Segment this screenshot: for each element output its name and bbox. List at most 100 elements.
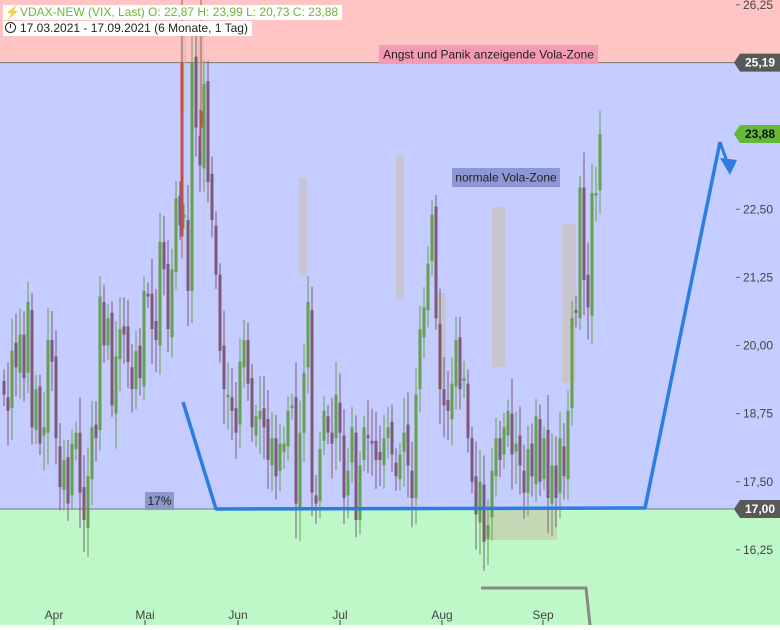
candle: [486, 499, 490, 566]
candle: [582, 152, 586, 316]
candle-body: [22, 334, 26, 379]
candle: [242, 319, 246, 388]
candle-body: [222, 345, 226, 390]
candle: [446, 370, 450, 441]
candle-body: [358, 465, 362, 520]
candle-body: [374, 440, 378, 460]
highlight-box: [438, 293, 446, 388]
normal-zone: [0, 62, 780, 510]
candle-body: [414, 394, 418, 499]
candle-body: [170, 269, 174, 338]
candle-body: [180, 62, 184, 237]
x-tick-label: Apr: [45, 608, 64, 622]
candle: [142, 276, 146, 401]
candle: [42, 392, 46, 471]
candle: [178, 181, 182, 240]
candle: [286, 396, 290, 461]
highlight-box: [299, 178, 307, 275]
candle: [326, 404, 330, 445]
candle-body: [522, 470, 526, 493]
normal-zone-label-text: normale Vola-Zone: [455, 171, 557, 185]
candle-body: [306, 301, 310, 368]
candle: [14, 313, 18, 397]
candle-body: [166, 263, 170, 330]
candle-body: [478, 481, 482, 523]
candle-body: [234, 408, 238, 433]
candle: [334, 362, 338, 471]
candle-body: [422, 307, 426, 338]
period-header: 17.03.2021 - 17.09.2021 (6 Monate, 1 Tag…: [3, 21, 252, 36]
percent-label-bg: [145, 492, 174, 510]
candle: [74, 421, 78, 461]
candle-body: [442, 389, 446, 406]
candle: [466, 369, 470, 453]
y-tick-label: 17,50: [743, 475, 773, 489]
y-tick-label: 16,25: [743, 543, 773, 557]
candle: [550, 433, 554, 536]
candle: [82, 455, 86, 552]
chart-type-icon[interactable]: ⚡: [5, 5, 20, 19]
candle: [130, 344, 134, 413]
y-tick-label: 22,50: [743, 202, 773, 216]
candle-body: [54, 356, 58, 439]
candle-body: [534, 416, 538, 485]
candle: [426, 246, 430, 328]
candle: [70, 429, 74, 510]
candle-body: [62, 459, 66, 490]
spike-candle: [180, 0, 184, 259]
candle-body: [450, 383, 454, 420]
candle: [422, 287, 426, 358]
candle-body: [566, 410, 570, 480]
candle-body: [186, 220, 190, 291]
candle-body: [486, 525, 490, 539]
candle: [90, 401, 94, 506]
candle-body: [122, 326, 126, 335]
candle: [578, 176, 582, 330]
candle: [430, 200, 434, 276]
candle-body: [330, 432, 334, 444]
candle-body: [346, 470, 350, 496]
candle: [194, 27, 198, 157]
candle-body: [174, 198, 178, 272]
candle-body: [438, 323, 442, 390]
candle-body: [266, 419, 270, 460]
candle-body: [370, 440, 374, 444]
candle-body: [426, 263, 430, 311]
candle-body: [138, 345, 142, 379]
candle: [6, 362, 10, 446]
candle: [594, 166, 598, 222]
candle-body: [454, 340, 458, 387]
candle-body: [150, 293, 154, 330]
candle-body: [382, 438, 386, 466]
candle-body: [506, 410, 510, 436]
candle-body: [326, 416, 330, 433]
upper-line-price-label: 25,19: [734, 53, 780, 72]
lower-line-price-label: 17,00: [734, 500, 780, 518]
candle: [190, 30, 194, 324]
candle-body: [286, 410, 290, 447]
candle-body: [302, 372, 306, 433]
candle: [566, 390, 570, 500]
upper-line-price-label-text: 25,19: [745, 56, 775, 70]
candle-body: [278, 443, 282, 471]
x-tick-label: Mai: [135, 608, 154, 622]
candle: [530, 423, 534, 497]
candle-body: [590, 192, 594, 316]
clock-icon[interactable]: [5, 22, 16, 33]
candle-body: [530, 443, 534, 477]
candle: [518, 406, 522, 495]
candle: [118, 297, 122, 392]
candle: [358, 451, 362, 535]
candle: [538, 404, 542, 497]
candle: [238, 338, 242, 448]
candle: [318, 431, 322, 519]
candle-body: [582, 187, 586, 281]
candle-body: [78, 432, 82, 493]
channel-arrow-stem: [718, 141, 732, 171]
candle-body: [238, 361, 242, 425]
candle: [154, 288, 158, 373]
candle: [382, 414, 386, 489]
